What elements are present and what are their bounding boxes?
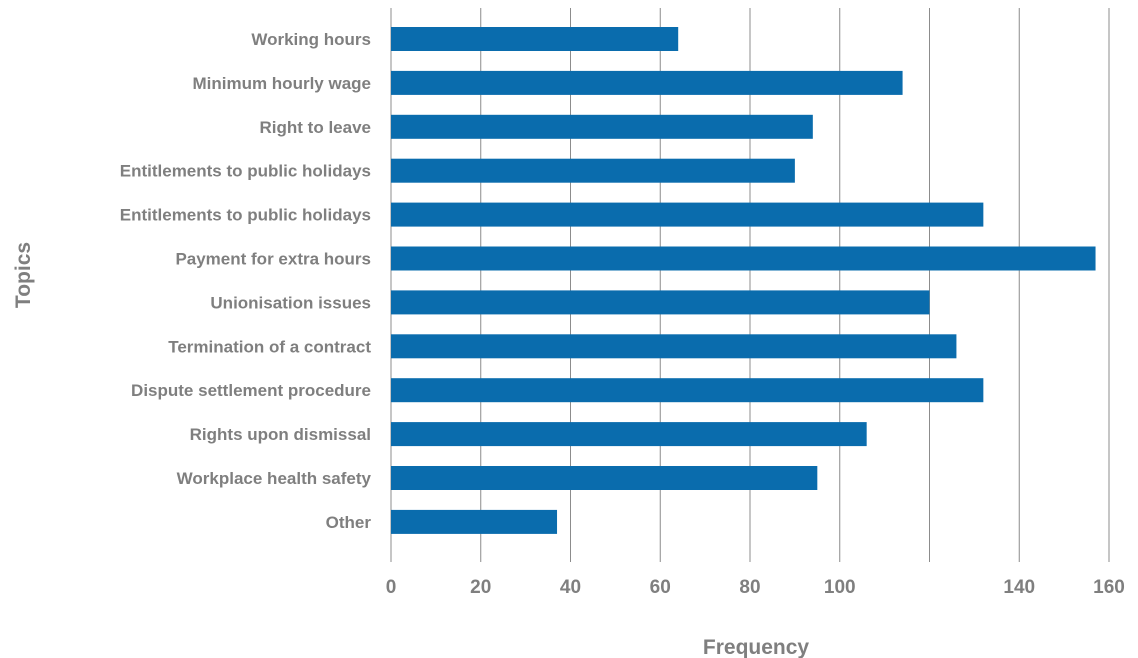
x-tick-labels: 0 20 40 60 80 100 140 160	[386, 577, 1125, 598]
x-tick-label: 140	[1003, 577, 1035, 598]
x-tick-label: 60	[650, 577, 671, 598]
x-tick-label: 100	[824, 577, 856, 598]
bar	[391, 246, 1096, 271]
category-label: Working hours	[251, 30, 371, 49]
bar	[391, 378, 984, 403]
gridlines	[390, 8, 1110, 562]
x-tick-label: 20	[470, 577, 491, 598]
category-label: Right to leave	[260, 118, 371, 137]
category-label: Payment for extra hours	[175, 250, 371, 269]
x-tick-label: 40	[560, 577, 581, 598]
bars	[391, 27, 1096, 534]
category-label: Entitlements to public holidays	[120, 206, 371, 225]
bar	[391, 290, 930, 315]
category-label: Dispute settlement procedure	[131, 381, 371, 400]
bar	[391, 158, 795, 183]
x-tick-label: 160	[1093, 577, 1125, 598]
bar	[391, 27, 679, 51]
x-tick-label: 80	[739, 577, 760, 598]
category-label: Workplace health safety	[177, 469, 372, 488]
category-label: Rights upon dismissal	[190, 425, 371, 444]
y-axis-title: Topics	[12, 242, 35, 308]
category-label: Unionisation issues	[210, 293, 371, 312]
bar	[391, 509, 558, 534]
category-labels: Working hours Minimum hourly wage Right to…	[120, 30, 372, 532]
category-label: Entitlements to public holidays	[120, 162, 371, 181]
x-tick-label: 0	[386, 577, 397, 598]
bar	[391, 202, 984, 227]
bar	[391, 466, 818, 490]
bar	[391, 114, 813, 139]
category-label: Minimum hourly wage	[192, 74, 371, 93]
category-label: Termination of a contract	[168, 337, 371, 356]
bar	[391, 334, 957, 359]
bar	[391, 70, 903, 95]
category-label: Other	[326, 513, 372, 532]
x-axis-title: Frequency	[703, 636, 810, 658]
bar	[391, 422, 867, 447]
